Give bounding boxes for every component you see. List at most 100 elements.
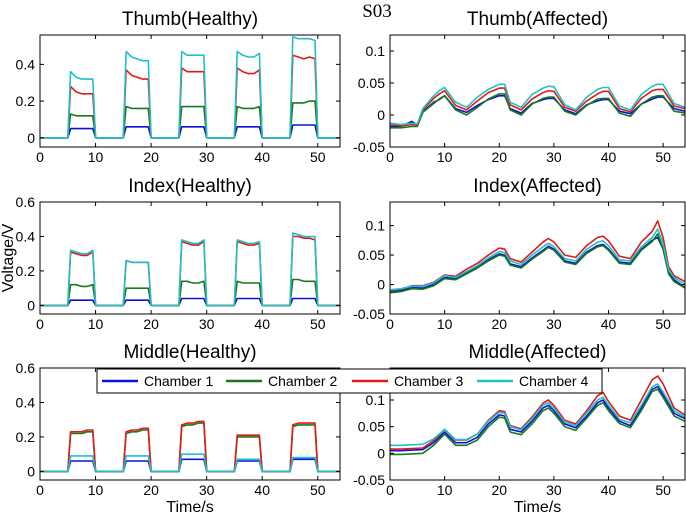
panel-title: Middle(Affected) [469,342,607,363]
y-tick-label: 0 [27,297,35,313]
series-line-chamber-1 [40,458,340,473]
y-tick-label: 0 [377,445,385,461]
plot-frame [389,201,686,315]
plot-frame [389,367,686,481]
x-tick-label: 10 [88,482,104,498]
series-line-chamber-2 [390,388,686,456]
legend-label-chamber-3: Chamber 3 [394,373,463,389]
y-tick-label: -0.05 [353,306,385,322]
legend-label-chamber-4: Chamber 4 [519,373,588,389]
series-line-chamber-2 [389,233,686,294]
x-tick-label: 20 [491,482,507,498]
series-line-chamber-1 [390,385,686,452]
x-axis-label: Time/s [166,499,213,516]
x-tick-label: 10 [88,316,104,332]
y-tick-label: 0.05 [358,247,385,263]
x-tick-label: 0 [36,149,44,165]
y-tick-label: 0.6 [16,194,36,210]
x-tick-label: 20 [491,316,507,332]
series-line-chamber-3 [40,420,340,473]
x-tick-label: 30 [199,482,215,498]
panel-title: Thumb(Affected) [467,9,608,30]
series-line-chamber-4 [40,35,340,139]
x-tick-label: 30 [546,149,562,165]
y-tick-label: 0.4 [16,228,36,244]
y-tick-label: 0 [377,277,385,293]
x-tick-label: 30 [199,316,215,332]
panel-middle-affected: 0 10 20 30 40 50-0.0500.050.1Middle(Affected)… [353,342,686,516]
series-line-chamber-3 [389,87,686,127]
y-tick-label: -0.05 [353,139,385,155]
x-tick-label: 20 [143,316,159,332]
x-tick-label: 30 [546,482,562,498]
x-tick-label: 20 [143,482,159,498]
series-line-chamber-2 [40,278,340,307]
x-tick-label: 0 [36,316,44,332]
panel-title: Index(Affected) [473,176,602,197]
x-tick-label: 20 [143,149,159,165]
x-tick-label: 0 [386,149,394,165]
plot-frame [39,34,341,148]
x-tick-label: 0 [36,482,44,498]
x-tick-label: 10 [88,149,104,165]
series-line-chamber-4 [389,228,686,291]
series-line-chamber-2 [40,100,340,139]
x-tick-label: 40 [601,482,617,498]
y-tick-label: 0 [377,107,385,123]
x-tick-label: 50 [655,482,671,498]
shared-y-axis-label: Voltage/V [0,223,17,292]
panel-title: Middle(Healthy) [123,342,256,363]
series-line-chamber-1 [389,236,686,293]
series-line-chamber-1 [40,124,340,139]
panel-thumb-healthy: 0 10 20 30 40 50 0 0.2 0.4 Thumb(Healthy) [16,9,341,165]
series-line-chamber-4 [40,453,340,473]
y-tick-label: 0.2 [16,429,36,445]
legend-label-chamber-2: Chamber 2 [268,373,337,389]
x-tick-label: 50 [655,149,671,165]
x-tick-label: 40 [254,316,270,332]
series-line-chamber-4 [389,83,686,126]
x-tick-label: 50 [310,316,326,332]
x-tick-label: 30 [546,316,562,332]
x-tick-label: 50 [655,316,671,332]
y-tick-label: 0 [27,130,35,146]
legend-box [96,368,603,394]
y-tick-label: 0.05 [358,419,385,435]
y-tick-label: 0.4 [16,394,36,410]
figure-title: S03 [362,1,392,22]
x-tick-label: 50 [310,149,326,165]
x-tick-label: 30 [199,149,215,165]
legend: Chamber 1 Chamber 2 Chamber 3 Chamber 4 [96,368,603,394]
y-tick-label: 0 [27,463,35,479]
x-axis-label: Time/s [514,499,561,516]
plot-frame [39,201,341,315]
legend-label-chamber-1: Chamber 1 [144,373,213,389]
y-tick-label: 0.1 [366,43,386,59]
x-tick-label: 0 [386,316,394,332]
y-tick-label: 0.2 [16,93,36,109]
x-tick-label: 40 [254,149,270,165]
x-tick-label: 40 [601,316,617,332]
x-tick-label: 20 [491,149,507,165]
x-tick-label: 40 [601,149,617,165]
x-tick-label: 10 [437,149,453,165]
panel-middle-healthy: 0 10 20 30 40 50 0 0.2 0.4 0.6 Middle(Healthy) Time… [16,342,341,516]
panel-title: Index(Healthy) [128,176,252,197]
y-tick-label: 0.1 [366,218,386,234]
series-line-chamber-1 [40,297,340,307]
plot-frame [39,367,341,481]
y-tick-label: 0.05 [358,75,385,91]
y-tick-label: 0.2 [16,263,36,279]
y-tick-label: 0.1 [366,392,386,408]
plot-frame [389,34,686,148]
y-tick-label: -0.05 [353,472,385,488]
x-tick-label: 10 [437,316,453,332]
x-tick-label: 50 [310,482,326,498]
x-tick-label: 40 [254,482,270,498]
y-tick-label: 0.4 [16,56,36,72]
series-line-chamber-2 [390,93,686,129]
panel-index-healthy: 0 10 20 30 40 50 0 0.2 0.4 0.6 Index(Healthy) [16,176,341,332]
